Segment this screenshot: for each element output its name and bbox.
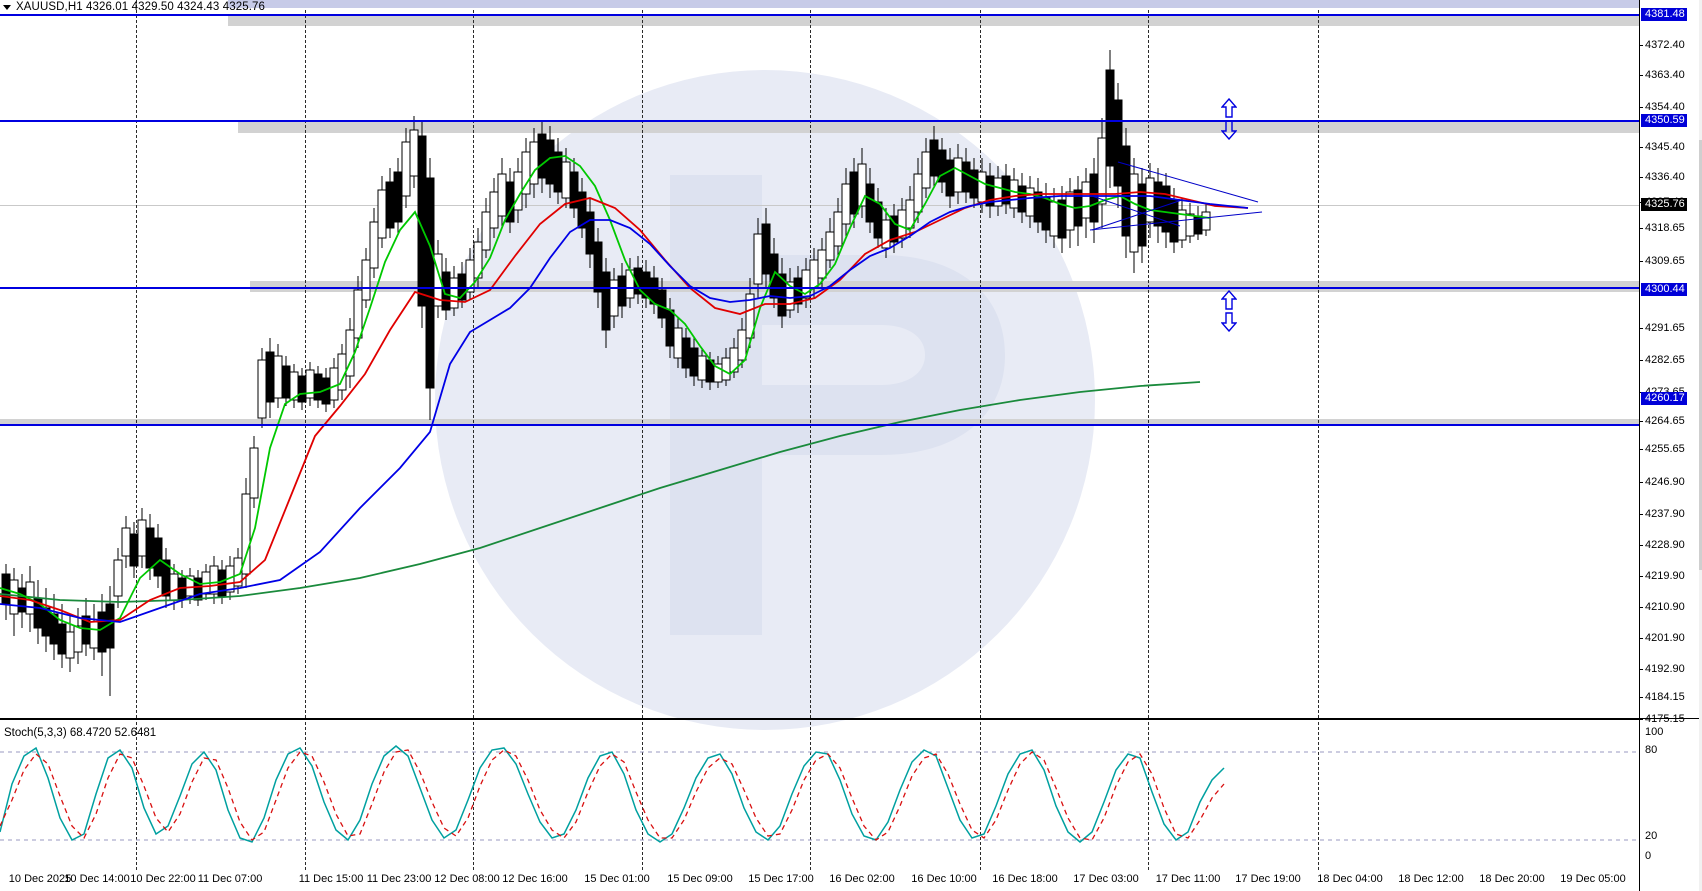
day-separator [305, 0, 306, 718]
time-label: 10 Dec 2025 [8, 873, 72, 885]
time-label: 18 Dec 12:00 [1398, 873, 1464, 885]
day-separator-indicator [1148, 722, 1149, 870]
day-separator-indicator [810, 722, 811, 870]
stoch-d-line [0, 749, 1225, 841]
trendline-wedge [1089, 161, 1263, 231]
time-label: 16 Dec 18:00 [992, 873, 1058, 885]
time-label: 15 Dec 09:00 [667, 873, 733, 885]
price-axis[interactable]: 4372.40 4363.40 4354.40 4345.40 4336.40 … [1639, 0, 1702, 891]
time-label: 10 Dec 14:00 [64, 873, 130, 885]
time-label: 18 Dec 04:00 [1317, 873, 1383, 885]
stoch-k-line [0, 745, 1225, 843]
symbol-ohlc-label: XAUUSD,H1 4326.01 4329.50 4324.43 4325.7… [16, 1, 265, 13]
level-line-4350[interactable] [0, 120, 1639, 122]
chart-header: XAUUSD,H1 4326.01 4329.50 4324.43 4325.7… [0, 0, 265, 14]
level-line-4300[interactable] [0, 287, 1639, 289]
time-label: 16 Dec 10:00 [911, 873, 977, 885]
level-band-4381 [228, 16, 1639, 26]
indicator-scale-label: 0 [1645, 850, 1652, 862]
day-separator-indicator [980, 722, 981, 870]
ma-fast-line [0, 155, 1211, 631]
day-separator-indicator [136, 722, 137, 870]
day-separator-indicator [473, 722, 474, 870]
time-label: 15 Dec 01:00 [584, 873, 650, 885]
arrow-up-lower-icon[interactable] [1221, 290, 1237, 310]
indicator-scale-label: 100 [1645, 726, 1664, 738]
stochastic-pane[interactable] [0, 722, 1639, 870]
time-label: 12 Dec 16:00 [502, 873, 568, 885]
time-label: 12 Dec 08:00 [434, 873, 500, 885]
ma-slow-line [0, 195, 1249, 623]
horizontal-scroll-strip[interactable] [228, 0, 1639, 8]
time-axis[interactable]: 10 Dec 2025 10 Dec 14:00 10 Dec 22:00 11… [0, 870, 1639, 891]
axis-separator-top [1639, 718, 1702, 720]
arrow-down-lower-icon[interactable] [1221, 312, 1237, 332]
indicator-scale-label: 20 [1645, 830, 1658, 842]
arrow-down-upper-icon[interactable] [1221, 120, 1237, 140]
day-separator [1148, 0, 1149, 718]
price-level-label[interactable]: 4300.44 [1641, 283, 1687, 296]
price-chart-pane[interactable] [0, 8, 1639, 718]
pane-separator [0, 718, 1639, 720]
day-separator [1318, 0, 1319, 718]
vertical-scrollbar-thumb[interactable] [1699, 140, 1702, 570]
caret-down-icon[interactable] [3, 4, 11, 10]
price-level-label[interactable]: 4260.17 [1641, 392, 1687, 405]
time-label: 11 Dec 15:00 [298, 873, 364, 885]
time-label: 17 Dec 19:00 [1235, 873, 1301, 885]
day-separator-indicator [1318, 722, 1319, 870]
time-label: 10 Dec 22:00 [130, 873, 196, 885]
time-label: 16 Dec 02:00 [829, 873, 895, 885]
day-separator-indicator [305, 722, 306, 870]
price-level-label[interactable]: 4381.48 [1641, 8, 1687, 21]
time-label: 17 Dec 11:00 [1155, 873, 1221, 885]
time-label: 19 Dec 05:00 [1560, 873, 1626, 885]
ma-long-line [0, 381, 1201, 603]
price-level-label[interactable]: 4350.59 [1641, 114, 1687, 127]
level-line-4260[interactable] [0, 424, 1639, 426]
time-label: 11 Dec 07:00 [197, 873, 263, 885]
indicator-scale-label: 80 [1645, 744, 1658, 756]
level-line-4381[interactable] [0, 14, 1639, 16]
time-label: 15 Dec 17:00 [748, 873, 814, 885]
current-price-label[interactable]: 4325.76 [1641, 198, 1687, 211]
day-separator-indicator [642, 722, 643, 870]
time-label: 11 Dec 23:00 [366, 873, 432, 885]
arrow-up-upper-icon[interactable] [1221, 98, 1237, 118]
indicator-label: Stoch(5,3,3) 68.4720 52.6481 [4, 727, 157, 739]
time-label: 17 Dec 03:00 [1073, 873, 1139, 885]
time-label: 18 Dec 20:00 [1479, 873, 1545, 885]
day-separator [136, 0, 137, 718]
